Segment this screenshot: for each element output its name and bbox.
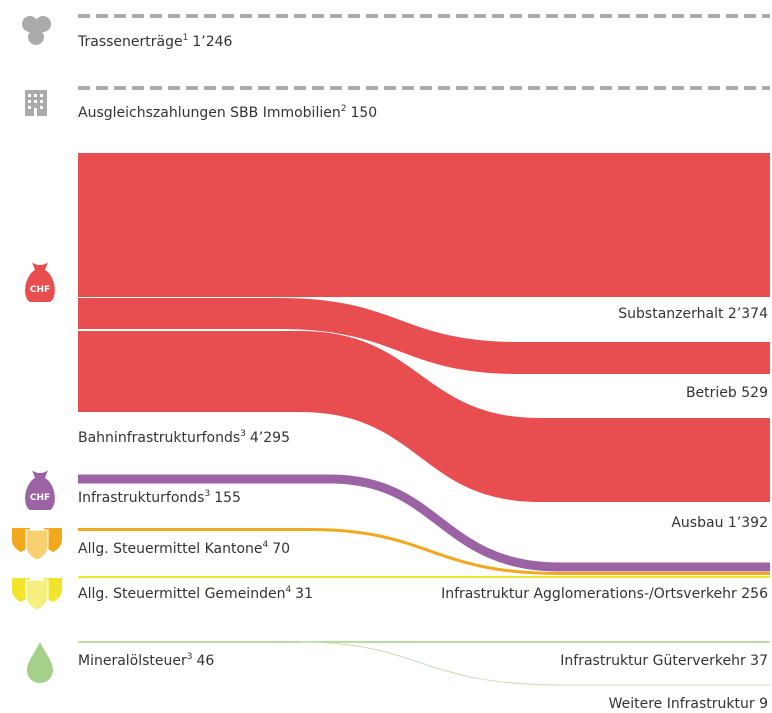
target-label: Substanzerhalt 2’374 [618, 306, 768, 322]
icon-bag-purple: CHF [25, 470, 55, 510]
source-label: Mineralölsteuer3 46 [78, 652, 214, 669]
flow-kantone [78, 528, 770, 575]
source-label: Bahninfrastrukturfonds3 4’295 [78, 429, 290, 446]
icon-trassen [22, 16, 51, 45]
source-label: Allg. Steuermittel Gemeinden4 31 [78, 585, 313, 602]
icon-label: CHF [30, 285, 50, 295]
flow-betrieb [78, 298, 770, 374]
flow-substanzerhalt [78, 153, 770, 297]
source-label: Allg. Steuermittel Kantone4 70 [78, 540, 290, 557]
source-label: Trassenerträge1 1’246 [77, 33, 233, 50]
target-label: Infrastruktur Güterverkehr 37 [560, 653, 768, 669]
icon-shields-kantone [12, 528, 62, 561]
target-label: Infrastruktur Agglomerations-/Ortsverkeh… [441, 586, 768, 602]
flow-weitere [299, 641, 770, 686]
icon-building [25, 90, 47, 116]
source-label: Infrastrukturfonds3 155 [78, 489, 241, 506]
source-label: Ausgleichszahlungen SBB Immobilien2 150 [78, 104, 377, 121]
target-label: Betrieb 529 [686, 385, 768, 401]
icon-bag-red: CHF [25, 262, 55, 302]
flow-infrastrukturfonds [78, 474, 770, 572]
flow-ausbau [78, 331, 770, 502]
target-label: Ausbau 1’392 [671, 515, 768, 531]
icon-shields-gemeinden [12, 578, 62, 611]
icon-label: CHF [30, 493, 50, 503]
icon-drop [27, 642, 53, 683]
target-label: Weitere Infrastruktur 9 [609, 696, 768, 709]
